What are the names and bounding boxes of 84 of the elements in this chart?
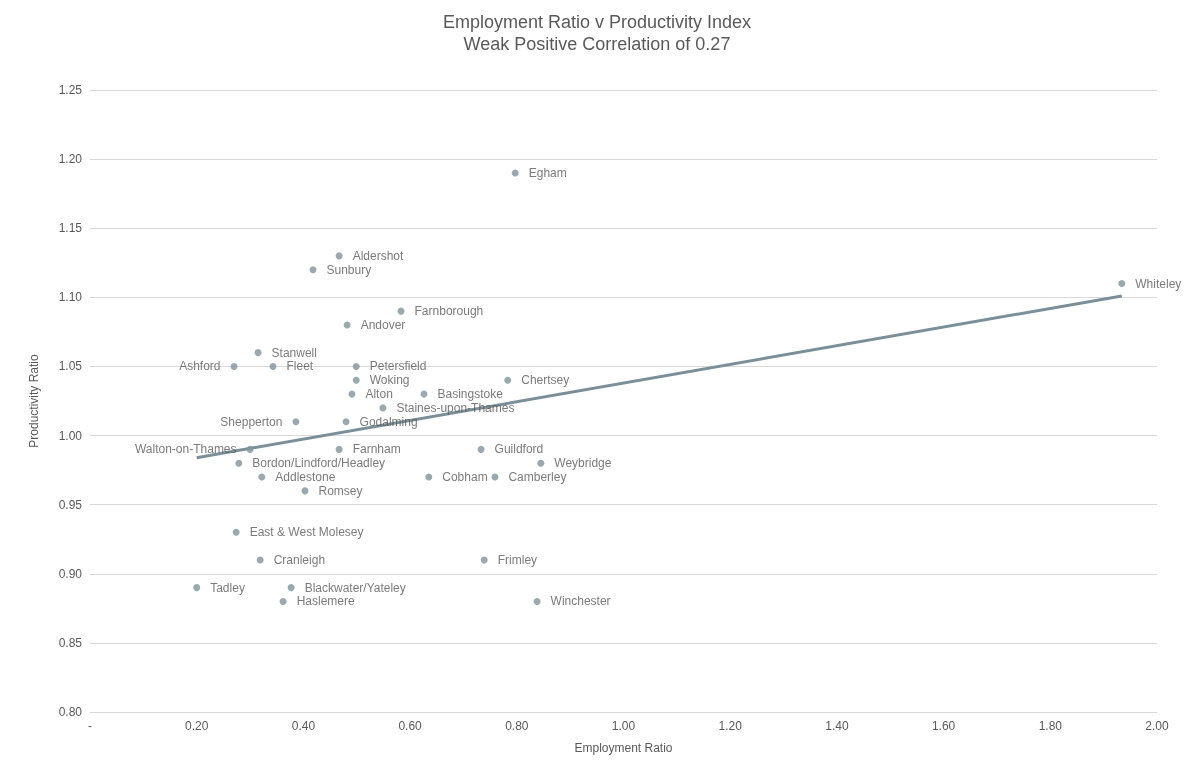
annotation: Petersfield xyxy=(369,359,427,374)
point xyxy=(379,404,387,412)
annotation: Sunbury xyxy=(326,262,372,277)
x-tick-label: 0.20 xyxy=(185,719,209,733)
annotation: Farnborough xyxy=(414,304,484,319)
x-tick-label: 1.20 xyxy=(718,719,743,733)
point xyxy=(504,376,512,384)
annotation: Blackwater/Yateley xyxy=(304,580,406,595)
annotation: Woking xyxy=(369,373,410,388)
annotation: Bordon/Lindford/Headley xyxy=(252,456,386,471)
point xyxy=(246,445,254,453)
y-tick-label: 1.00 xyxy=(58,428,83,443)
point xyxy=(342,418,350,426)
annotation: Stanwell xyxy=(271,345,317,360)
chart-title: Employment Ratio v Productivity Index xyxy=(442,12,752,32)
y-tick-label: 0.85 xyxy=(58,635,83,650)
annotation: Winchester xyxy=(550,594,611,609)
x-tick-label: 0.80 xyxy=(505,719,529,733)
point xyxy=(425,473,433,481)
annotation: Chertsey xyxy=(521,373,570,388)
annotation: Guildford xyxy=(494,442,544,457)
point xyxy=(235,459,243,467)
point xyxy=(256,556,264,564)
point xyxy=(269,362,277,370)
y-tick-label: 1.15 xyxy=(58,221,83,236)
x-tick-label: 1.80 xyxy=(1038,719,1063,733)
annotation: Haslemere xyxy=(296,594,355,609)
y-tick-label: 1.10 xyxy=(58,290,83,305)
annotation: Cobham xyxy=(442,470,488,485)
point xyxy=(193,584,201,592)
annotation: East & West Molesey xyxy=(249,525,364,540)
y-tick-label: 0.90 xyxy=(58,566,83,581)
point xyxy=(335,252,343,260)
annotation: Aldershot xyxy=(352,248,405,263)
y-tick-label: 0.80 xyxy=(58,705,83,719)
annotation: Egham xyxy=(528,165,567,180)
annotation: Alton xyxy=(365,387,393,402)
x-tick-label: 1.40 xyxy=(825,719,849,733)
annotation: Fleet xyxy=(286,359,314,374)
y-tick-label: 1.05 xyxy=(58,359,83,374)
point xyxy=(232,528,240,536)
x-tick-label: 0.60 xyxy=(398,719,423,733)
annotation: Shepperton xyxy=(220,414,283,429)
point xyxy=(352,362,360,370)
annotation: Camberley xyxy=(508,470,567,485)
point xyxy=(511,169,519,177)
chart-subtitle: Weak Positive Correlation of 0.27 xyxy=(463,34,731,54)
annotation: Romsey xyxy=(318,483,363,498)
point xyxy=(352,376,360,384)
point xyxy=(335,445,343,453)
annotation: Tadley xyxy=(210,580,245,595)
annotation: Addlestone xyxy=(275,470,336,485)
point xyxy=(477,445,485,453)
point xyxy=(537,459,545,467)
x-axis-title: Employment Ratio xyxy=(574,741,673,755)
annotation: Cranleigh xyxy=(273,552,326,567)
y-tick-label: 1.25 xyxy=(58,83,83,97)
point xyxy=(254,349,262,357)
x-tick-label: 2.00 xyxy=(1145,719,1169,733)
point xyxy=(1118,280,1126,288)
annotation: Farnham xyxy=(352,442,401,457)
annotation: Basingstoke xyxy=(437,387,504,402)
point xyxy=(292,418,300,426)
x-tick-label: 1.00 xyxy=(611,719,636,733)
x-tick-label: 0.40 xyxy=(291,719,316,733)
point xyxy=(230,362,238,370)
x-tick-label: 1.60 xyxy=(931,719,956,733)
annotation: Walton-on-Thames xyxy=(134,442,237,457)
point xyxy=(533,597,541,605)
annotation: Ashford xyxy=(179,359,221,374)
annotation: Whiteley xyxy=(1135,276,1182,291)
point xyxy=(258,473,266,481)
y-axis-title: Productivity Ratio xyxy=(27,353,41,448)
point xyxy=(279,597,287,605)
y-tick-label: 1.20 xyxy=(58,152,83,167)
point xyxy=(287,584,295,592)
annotation: Weybridge xyxy=(554,456,612,471)
point xyxy=(343,321,351,329)
y-tick-label: 0.95 xyxy=(58,497,83,512)
point xyxy=(480,556,488,564)
x-tick-label: - xyxy=(88,719,92,733)
annotation: Andover xyxy=(360,317,406,332)
point xyxy=(309,266,317,274)
annotation: Frimley xyxy=(497,552,538,567)
